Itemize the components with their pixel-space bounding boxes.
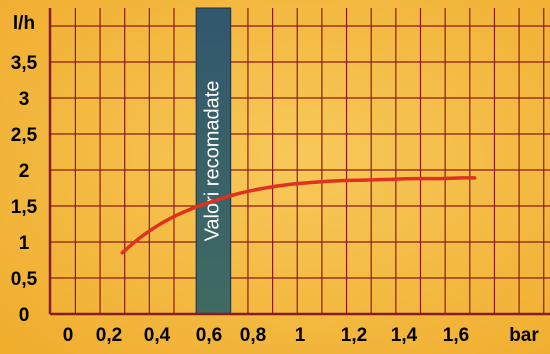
y-tick-label: 2 xyxy=(19,161,30,182)
y-tick-labels: 0 0,5 1 1,5 2 2,5 3 3,5 xyxy=(11,53,38,326)
y-axis-unit: l/h xyxy=(13,13,35,34)
y-tick-label: 0,5 xyxy=(11,269,38,290)
x-tick-label: 1,4 xyxy=(391,325,418,346)
x-tick-label: 1,2 xyxy=(341,325,367,346)
x-tick-label: 0,6 xyxy=(196,325,222,346)
y-tick-label: 1,5 xyxy=(11,197,38,218)
x-tick-label: 1,6 xyxy=(443,325,469,346)
y-tick-label: 3,5 xyxy=(11,53,38,74)
y-tick-label: 0 xyxy=(19,305,30,326)
x-tick-label: 0,8 xyxy=(240,325,266,346)
y-tick-label: 2,5 xyxy=(11,125,38,146)
x-tick-labels: 0 0,2 0,4 0,6 0,8 1 1,2 1,4 1,6 xyxy=(63,325,470,346)
y-tick-label: 3 xyxy=(19,89,30,110)
series-group xyxy=(120,176,477,255)
recommended-range: Valori recomadate xyxy=(195,7,232,315)
x-tick-label: 0,4 xyxy=(144,325,171,346)
recommended-range-band xyxy=(195,7,232,315)
x-tick-label: 1 xyxy=(295,325,306,346)
x-axis-unit: bar xyxy=(509,325,539,346)
recommended-range-label: Valori recomadate xyxy=(202,81,224,242)
axes xyxy=(48,8,550,316)
x-tick-label: 0,2 xyxy=(96,325,122,346)
series-line-1 xyxy=(120,176,477,255)
x-tick-label: 0 xyxy=(63,325,74,346)
y-tick-label: 1 xyxy=(19,233,30,254)
